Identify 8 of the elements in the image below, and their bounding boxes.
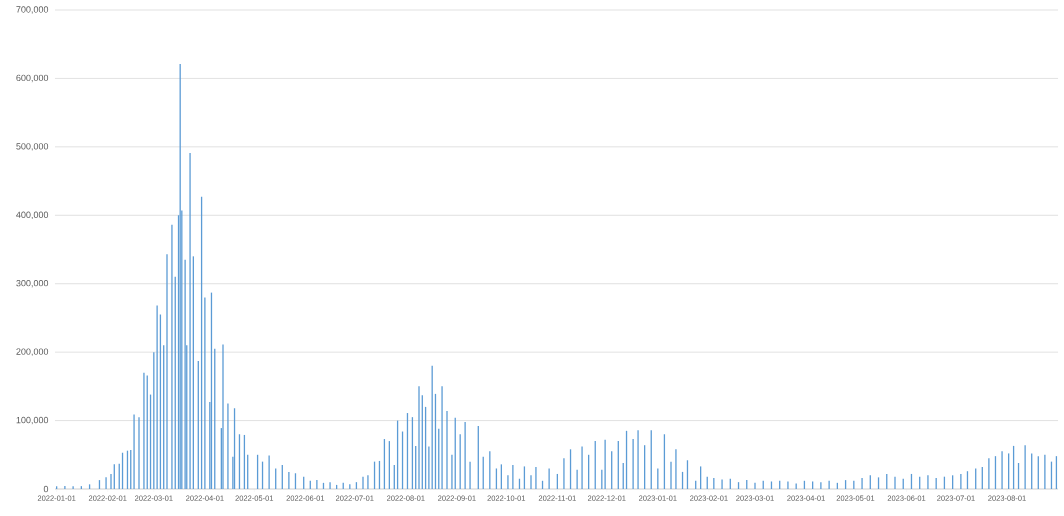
y-tick-label: 600,000 — [16, 74, 49, 83]
y-tick-label: 700,000 — [16, 6, 49, 14]
y-tick-label: 100,000 — [16, 416, 49, 425]
y-tick-label: 200,000 — [16, 348, 49, 356]
y-tick-label: 0 — [43, 485, 49, 493]
y-tick-label: 500,000 — [16, 143, 49, 151]
y-tick-label: 400,000 — [16, 211, 49, 219]
y-tick-label: 300,000 — [16, 279, 49, 288]
